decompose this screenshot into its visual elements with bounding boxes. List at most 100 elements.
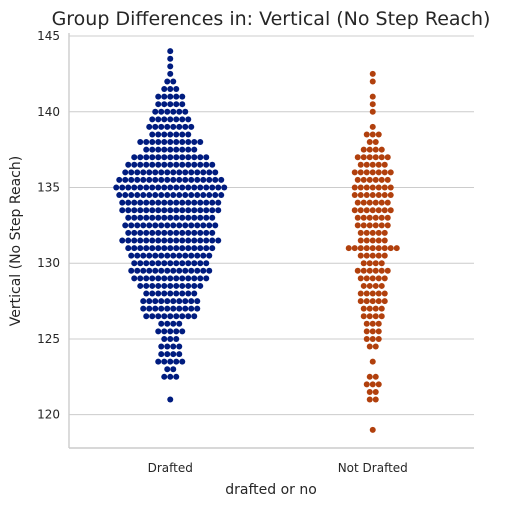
data-point bbox=[149, 207, 156, 214]
data-point bbox=[369, 70, 376, 77]
data-point bbox=[366, 373, 373, 380]
data-point bbox=[381, 237, 388, 244]
data-point bbox=[140, 252, 147, 259]
data-point bbox=[167, 93, 174, 100]
data-point bbox=[161, 154, 168, 161]
data-point bbox=[369, 328, 376, 335]
data-point bbox=[167, 229, 174, 236]
data-point bbox=[360, 313, 367, 320]
data-point bbox=[128, 222, 135, 229]
data-point bbox=[357, 252, 364, 259]
data-point bbox=[221, 184, 228, 191]
data-point bbox=[161, 199, 168, 206]
data-point bbox=[173, 313, 180, 320]
data-point bbox=[161, 161, 168, 168]
data-point bbox=[372, 282, 379, 289]
data-point bbox=[381, 184, 388, 191]
data-point bbox=[369, 108, 376, 115]
data-point bbox=[137, 275, 144, 282]
data-point bbox=[363, 229, 370, 236]
data-point bbox=[200, 192, 207, 199]
data-point bbox=[146, 192, 153, 199]
data-point bbox=[149, 282, 156, 289]
data-point bbox=[360, 282, 367, 289]
data-point bbox=[158, 169, 165, 176]
data-point bbox=[140, 222, 147, 229]
data-point bbox=[155, 146, 162, 153]
data-point bbox=[215, 199, 222, 206]
data-point bbox=[179, 275, 186, 282]
data-point bbox=[185, 184, 192, 191]
data-point bbox=[363, 335, 370, 342]
data-point bbox=[375, 252, 382, 259]
data-point bbox=[357, 192, 364, 199]
data-point bbox=[191, 214, 198, 221]
data-point bbox=[360, 154, 367, 161]
data-point bbox=[381, 275, 388, 282]
data-point bbox=[167, 184, 174, 191]
data-point bbox=[140, 267, 147, 274]
data-point bbox=[167, 55, 174, 62]
data-point bbox=[173, 282, 180, 289]
data-point bbox=[360, 199, 367, 206]
data-point bbox=[191, 199, 198, 206]
data-point bbox=[170, 192, 177, 199]
data-point bbox=[158, 298, 165, 305]
data-point bbox=[173, 358, 180, 365]
data-point bbox=[161, 139, 168, 146]
data-point bbox=[203, 229, 210, 236]
data-point bbox=[360, 260, 367, 267]
data-point bbox=[131, 184, 138, 191]
data-point bbox=[375, 184, 382, 191]
data-point bbox=[143, 245, 150, 252]
data-point bbox=[197, 229, 204, 236]
data-point bbox=[206, 252, 213, 259]
data-point bbox=[170, 123, 177, 130]
data-point bbox=[140, 192, 147, 199]
data-point bbox=[194, 176, 201, 183]
data-point bbox=[143, 229, 150, 236]
data-point bbox=[200, 222, 207, 229]
data-point bbox=[363, 328, 370, 335]
data-point bbox=[167, 146, 174, 153]
data-point bbox=[378, 146, 385, 153]
data-point bbox=[185, 290, 192, 297]
data-point bbox=[131, 229, 138, 236]
data-point bbox=[384, 214, 391, 221]
data-point bbox=[152, 123, 159, 130]
data-point bbox=[194, 252, 201, 259]
data-point bbox=[155, 237, 162, 244]
data-point bbox=[182, 252, 189, 259]
data-point bbox=[179, 116, 186, 123]
data-point bbox=[179, 139, 186, 146]
data-point bbox=[212, 192, 219, 199]
data-point bbox=[170, 305, 177, 312]
x-tick-label-drafted: Drafted bbox=[148, 461, 193, 475]
data-point bbox=[197, 282, 204, 289]
data-point bbox=[191, 245, 198, 252]
data-point bbox=[161, 214, 168, 221]
data-point bbox=[131, 245, 138, 252]
data-point bbox=[167, 396, 174, 403]
data-point bbox=[203, 275, 210, 282]
data-point bbox=[212, 169, 219, 176]
data-point bbox=[351, 207, 358, 214]
data-point bbox=[191, 139, 198, 146]
data-point bbox=[381, 169, 388, 176]
data-point bbox=[167, 86, 174, 93]
data-point bbox=[167, 245, 174, 252]
data-point bbox=[354, 222, 361, 229]
data-point bbox=[185, 282, 192, 289]
data-point bbox=[152, 305, 159, 312]
data-point bbox=[185, 275, 192, 282]
data-point bbox=[155, 275, 162, 282]
data-point bbox=[197, 214, 204, 221]
data-point bbox=[366, 199, 373, 206]
data-point bbox=[363, 252, 370, 259]
data-point bbox=[173, 373, 180, 380]
data-point bbox=[354, 176, 361, 183]
data-point bbox=[375, 328, 382, 335]
data-point bbox=[179, 229, 186, 236]
data-point bbox=[369, 335, 376, 342]
data-point bbox=[191, 154, 198, 161]
